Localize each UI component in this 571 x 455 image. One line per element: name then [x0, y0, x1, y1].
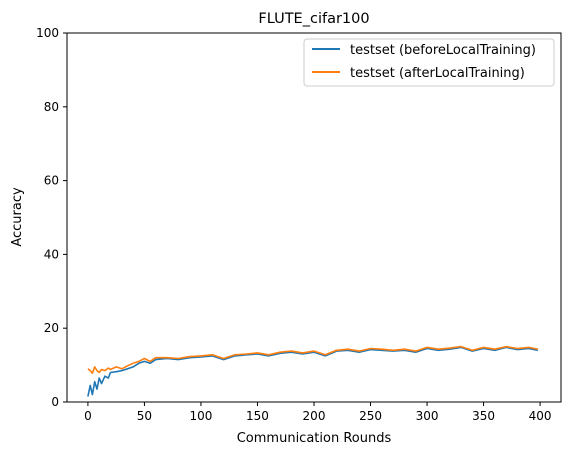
- legend: testset (beforeLocalTraining) testset (a…: [303, 38, 555, 87]
- plot-area: [87, 345, 538, 397]
- legend-label-after: testset (afterLocalTraining): [350, 66, 525, 81]
- plot-frame: [66, 32, 562, 403]
- x-axis-label: Communication Rounds: [237, 431, 392, 446]
- y-tick-label: 40: [44, 247, 59, 261]
- y-tick-label: 100: [36, 26, 59, 40]
- y-tick-label: 80: [44, 100, 59, 114]
- series-line-after: [87, 345, 538, 374]
- x-tick-label: 300: [416, 409, 439, 423]
- x-tick-label: 400: [529, 409, 552, 423]
- x-tick-label: 100: [190, 409, 213, 423]
- series-line-before: [87, 346, 538, 397]
- x-tick-label: 150: [246, 409, 269, 423]
- legend-label-before: testset (beforeLocalTraining): [350, 43, 536, 58]
- x-tick-label: 350: [472, 409, 495, 423]
- legend-frame: [303, 38, 555, 87]
- x-tick-label: 50: [137, 409, 152, 423]
- y-tick-label: 60: [44, 174, 59, 188]
- chart-title: FLUTE_cifar100: [258, 11, 369, 27]
- y-tick-label: 0: [51, 395, 59, 409]
- y-axis: 0 20 40 60 80 100: [36, 26, 67, 409]
- x-tick-label: 0: [84, 409, 92, 423]
- x-axis: 0 50 100 150 200 250 300 350 400: [84, 402, 552, 423]
- x-tick-label: 250: [359, 409, 382, 423]
- x-tick-label: 200: [303, 409, 326, 423]
- y-tick-label: 20: [44, 321, 59, 335]
- y-axis-label: Accuracy: [10, 187, 25, 247]
